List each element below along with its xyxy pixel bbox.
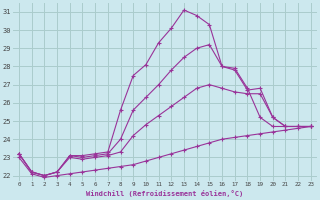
X-axis label: Windchill (Refroidissement éolien,°C): Windchill (Refroidissement éolien,°C): [86, 190, 244, 197]
